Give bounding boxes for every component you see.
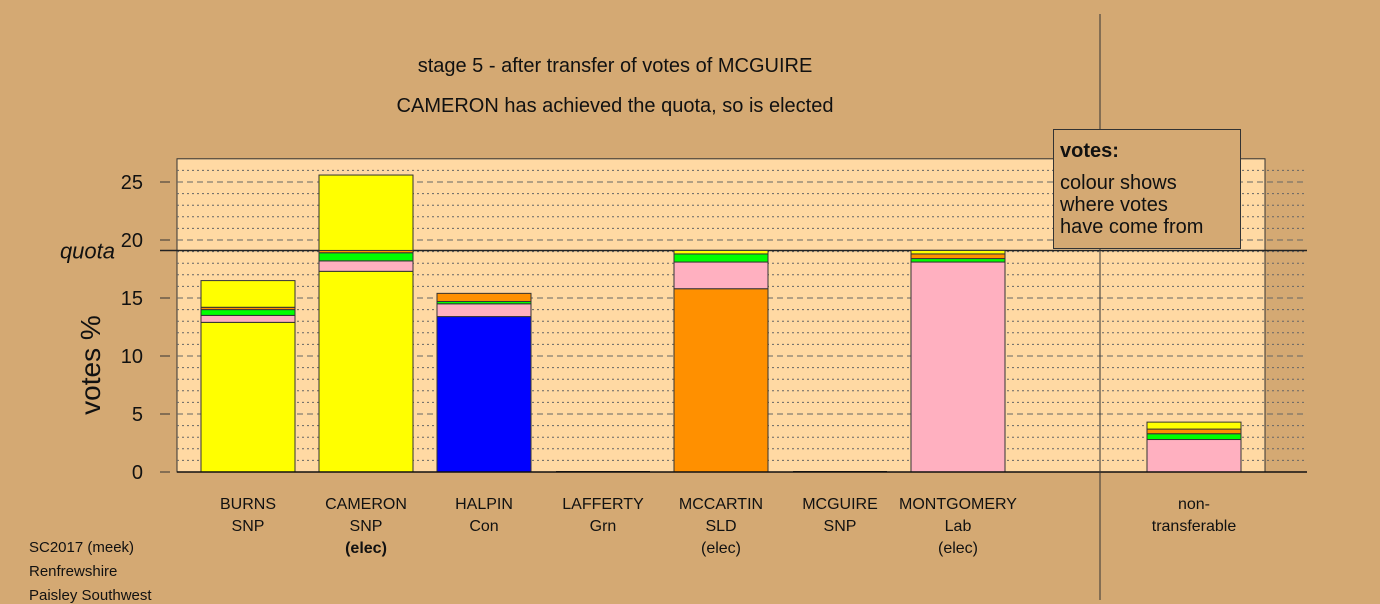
bar-segment xyxy=(436,303,532,318)
y-tick-label: 20 xyxy=(121,230,143,252)
legend-line: colour shows xyxy=(1060,172,1177,194)
bar-segment xyxy=(200,309,296,316)
candidate-label: non-transferable xyxy=(1129,494,1259,538)
bar-segment xyxy=(673,253,769,263)
candidate-status: (elec) xyxy=(345,540,387,557)
candidate-name: CAMERON xyxy=(325,496,407,513)
bar-segment xyxy=(1146,433,1242,441)
bar-segment xyxy=(673,261,769,290)
y-tick-label: 0 xyxy=(132,462,143,484)
candidate-name: non- xyxy=(1177,496,1211,513)
y-tick-label: 15 xyxy=(121,288,143,310)
candidate-party: Grn xyxy=(589,518,617,535)
candidate-party: SNP xyxy=(823,518,857,535)
legend-box: votes: colour shows where votes have com… xyxy=(1053,129,1241,249)
candidate-name: BURNS xyxy=(219,496,276,513)
chart-title-stage: stage 5 - after transfer of votes of MCG… xyxy=(417,55,813,77)
candidate-label: MONTGOMERY Lab (elec) xyxy=(893,494,1023,560)
candidate-party: transferable xyxy=(1151,518,1237,535)
candidate-name: MONTGOMERY xyxy=(899,496,1017,513)
chart-title-election-note: CAMERON has achieved the quota, so is el… xyxy=(396,95,834,117)
y-tick-label: 10 xyxy=(121,346,143,368)
bar-segment xyxy=(318,252,414,262)
bar-segment xyxy=(1146,428,1242,435)
candidate-label: LAFFERTY Grn xyxy=(538,494,668,538)
candidate-label: BURNS SNP xyxy=(183,494,313,538)
candidate-party: SLD xyxy=(705,518,737,535)
candidate-party: Lab xyxy=(944,518,972,535)
footer-council: Renfrewshire xyxy=(29,563,118,580)
bar-segment xyxy=(673,288,769,473)
bar-segment xyxy=(200,321,296,473)
legend-line: where votes xyxy=(1060,194,1168,216)
bar-segment xyxy=(1146,421,1242,430)
bar-segment xyxy=(910,261,1006,473)
candidate-status: (elec) xyxy=(937,540,978,557)
bar-segment xyxy=(910,249,1006,255)
bar-segment xyxy=(318,174,414,251)
legend-title: votes: xyxy=(1060,140,1119,162)
y-axis-label: votes % xyxy=(75,315,106,415)
legend-line: have come from xyxy=(1060,216,1204,238)
footer-ward: Paisley Southwest xyxy=(29,587,152,604)
bar-segment xyxy=(673,249,769,255)
y-tick-label: 25 xyxy=(121,172,143,194)
bar-segment xyxy=(436,292,532,302)
candidate-name: LAFFERTY xyxy=(562,496,644,513)
candidate-status: (elec) xyxy=(700,540,741,557)
candidate-party: SNP xyxy=(231,518,265,535)
candidate-party: Con xyxy=(469,518,499,535)
candidate-label: HALPIN Con xyxy=(419,494,549,538)
y-tick-label: 5 xyxy=(132,404,143,426)
candidate-label: CAMERON SNP (elec) xyxy=(301,494,431,560)
candidate-party: SNP xyxy=(349,518,383,535)
footer-election: SC2017 (meek) xyxy=(29,539,135,556)
candidate-name: HALPIN xyxy=(455,496,513,513)
bar-segment xyxy=(910,253,1006,260)
candidate-name: MCCARTIN xyxy=(678,496,764,513)
candidate-label: MCGUIRE SNP xyxy=(775,494,905,538)
bar-segment xyxy=(318,270,414,473)
candidate-label: MCCARTIN SLD (elec) xyxy=(656,494,786,560)
quota-label: quota xyxy=(60,238,115,263)
bar-segment xyxy=(436,316,532,473)
candidate-name: MCGUIRE xyxy=(802,496,878,513)
bar-segment xyxy=(1146,439,1242,473)
bar-segment xyxy=(200,314,296,323)
bar-segment xyxy=(200,280,296,308)
bar-segment xyxy=(910,258,1006,263)
bar-segment xyxy=(318,260,414,272)
